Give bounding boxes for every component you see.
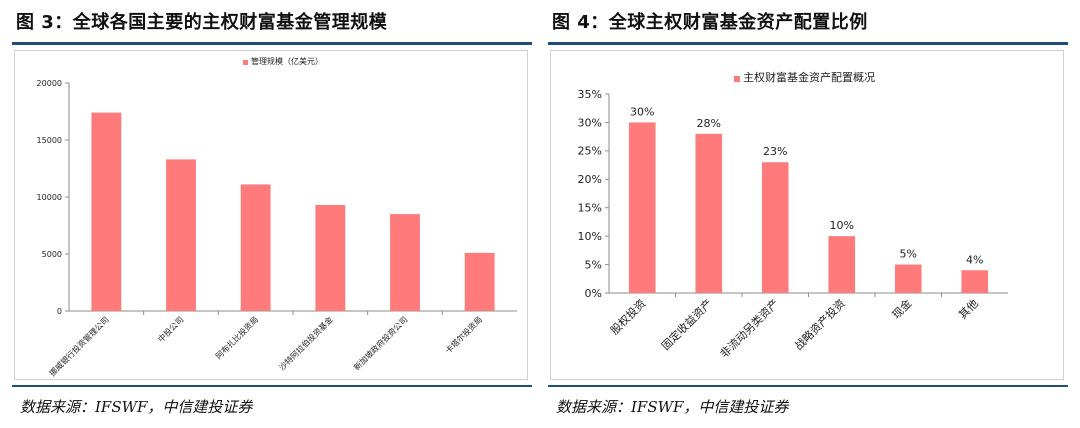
figure-3-source: 数据来源：IFSWF，中信建投证券 bbox=[20, 398, 253, 416]
category-label: 战略资产投资 bbox=[791, 296, 848, 353]
category-label: 中投公司 bbox=[156, 314, 186, 344]
category-label: 阿布扎比投资局 bbox=[213, 314, 260, 361]
bar bbox=[894, 264, 922, 293]
y-tick-label: 20% bbox=[578, 173, 602, 186]
bar bbox=[390, 214, 420, 311]
y-tick-label: 5000 bbox=[42, 250, 62, 259]
figure-3-title: 图 3：全球各国主要的主权财富基金管理规模 bbox=[16, 12, 388, 33]
y-tick-label: 35% bbox=[578, 88, 602, 101]
legend-label: 管理规模（亿美元） bbox=[251, 56, 323, 66]
figure-4-chart-frame: 主权财富基金资产配置概况 0% 5% 10% 15% 20% 25% 30% 35% 30% 股权投… bbox=[550, 50, 1064, 380]
category-label: 股权投资 bbox=[607, 296, 648, 337]
bar bbox=[961, 270, 989, 293]
bar bbox=[695, 133, 723, 293]
y-tick-label: 20000 bbox=[37, 79, 62, 88]
figure-4-source: 数据来源：IFSWF，中信建投证券 bbox=[556, 398, 789, 416]
data-label: 10% bbox=[830, 219, 854, 232]
y-tick-label: 25% bbox=[578, 145, 602, 158]
figure-4-title: 图 4：全球主权财富基金资产配置比例 bbox=[552, 12, 868, 33]
bar bbox=[91, 112, 122, 311]
y-tick-label: 15000 bbox=[37, 136, 62, 145]
y-tick-label: 15% bbox=[578, 202, 602, 215]
figure-4-bar-chart: 主权财富基金资产配置概况 0% 5% 10% 15% 20% 25% 30% 35% 30% 股权投… bbox=[578, 70, 1008, 361]
category-label: 非流动另类资产 bbox=[717, 296, 781, 360]
y-tick-label: 10000 bbox=[37, 193, 62, 202]
data-label: 4% bbox=[966, 253, 983, 266]
bar bbox=[761, 162, 789, 293]
bar bbox=[166, 159, 196, 311]
bar bbox=[240, 184, 271, 311]
category-label: 沙特阿拉伯投资基金 bbox=[277, 314, 335, 372]
data-label: 30% bbox=[630, 105, 654, 118]
y-tick-label: 10% bbox=[578, 230, 602, 243]
bar bbox=[828, 236, 856, 293]
figure-3-chart-frame: 管理规模（亿美元） 0 5000 10000 15000 20000 挪威银行投资管理公司 中… bbox=[14, 50, 528, 380]
y-tick-label: 5% bbox=[585, 258, 602, 271]
y-tick-label: 30% bbox=[578, 116, 602, 129]
category-label: 其他 bbox=[956, 297, 981, 322]
bar bbox=[315, 204, 346, 311]
figure-3-title-rule bbox=[12, 42, 532, 45]
category-label: 现金 bbox=[889, 296, 914, 321]
category-label: 新加坡政府投资公司 bbox=[351, 314, 409, 372]
y-tick-label: 0% bbox=[585, 287, 602, 300]
figure-4-bottom-rule bbox=[548, 385, 1068, 387]
figure-3-panel: 图 3：全球各国主要的主权财富基金管理规模 管理规模（亿美元） 0 5000 1000… bbox=[12, 0, 532, 428]
bar bbox=[464, 252, 495, 311]
legend-swatch bbox=[243, 60, 248, 65]
data-label: 28% bbox=[697, 117, 721, 130]
figure-3-bottom-rule bbox=[12, 385, 532, 387]
data-label: 23% bbox=[763, 145, 787, 158]
legend-swatch bbox=[734, 76, 740, 82]
bar bbox=[628, 122, 656, 293]
figure-3-bar-chart: 管理规模（亿美元） 0 5000 10000 15000 20000 挪威银行投资管理公司 中… bbox=[37, 56, 517, 378]
data-label: 5% bbox=[900, 248, 917, 261]
figure-4-title-rule bbox=[548, 42, 1068, 45]
legend-label: 主权财富基金资产配置概况 bbox=[743, 70, 875, 84]
category-label: 挪威银行投资管理公司 bbox=[47, 314, 111, 378]
y-tick-label: 0 bbox=[57, 307, 62, 316]
figure-4-panel: 图 4：全球主权财富基金资产配置比例 主权财富基金资产配置概况 0% 5% 10% 15… bbox=[548, 0, 1068, 428]
category-label: 卡塔尔投资局 bbox=[443, 314, 484, 355]
category-label: 固定收益资产 bbox=[658, 296, 715, 353]
